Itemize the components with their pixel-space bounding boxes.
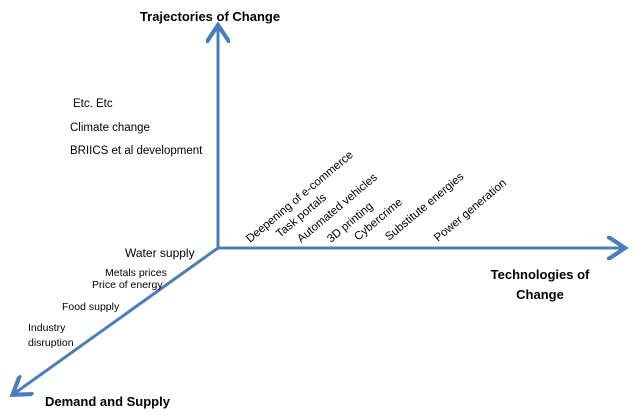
demand-supply-label: Water supply [125, 246, 195, 260]
demand-supply-label: Metals prices [105, 267, 167, 279]
demand-supply-label: Price of energy [92, 279, 163, 291]
trajectory-label: BRIICS et al development [70, 145, 203, 157]
axis-title: Trajectories of Change [140, 9, 280, 24]
trajectory-label: Etc. Etc [73, 98, 113, 110]
demand-supply-label: disruption [28, 337, 74, 349]
axis-title: Demand and Supply [45, 394, 171, 409]
axes [15, 28, 622, 393]
axis-title: Change [516, 287, 564, 302]
trajectory-label: Climate change [70, 122, 150, 134]
axis-title: Technologies of [491, 267, 590, 282]
demand-supply-label: Food supply [62, 301, 120, 313]
diagonal-axis [15, 246, 219, 393]
demand-supply-label: Industry [28, 322, 66, 334]
